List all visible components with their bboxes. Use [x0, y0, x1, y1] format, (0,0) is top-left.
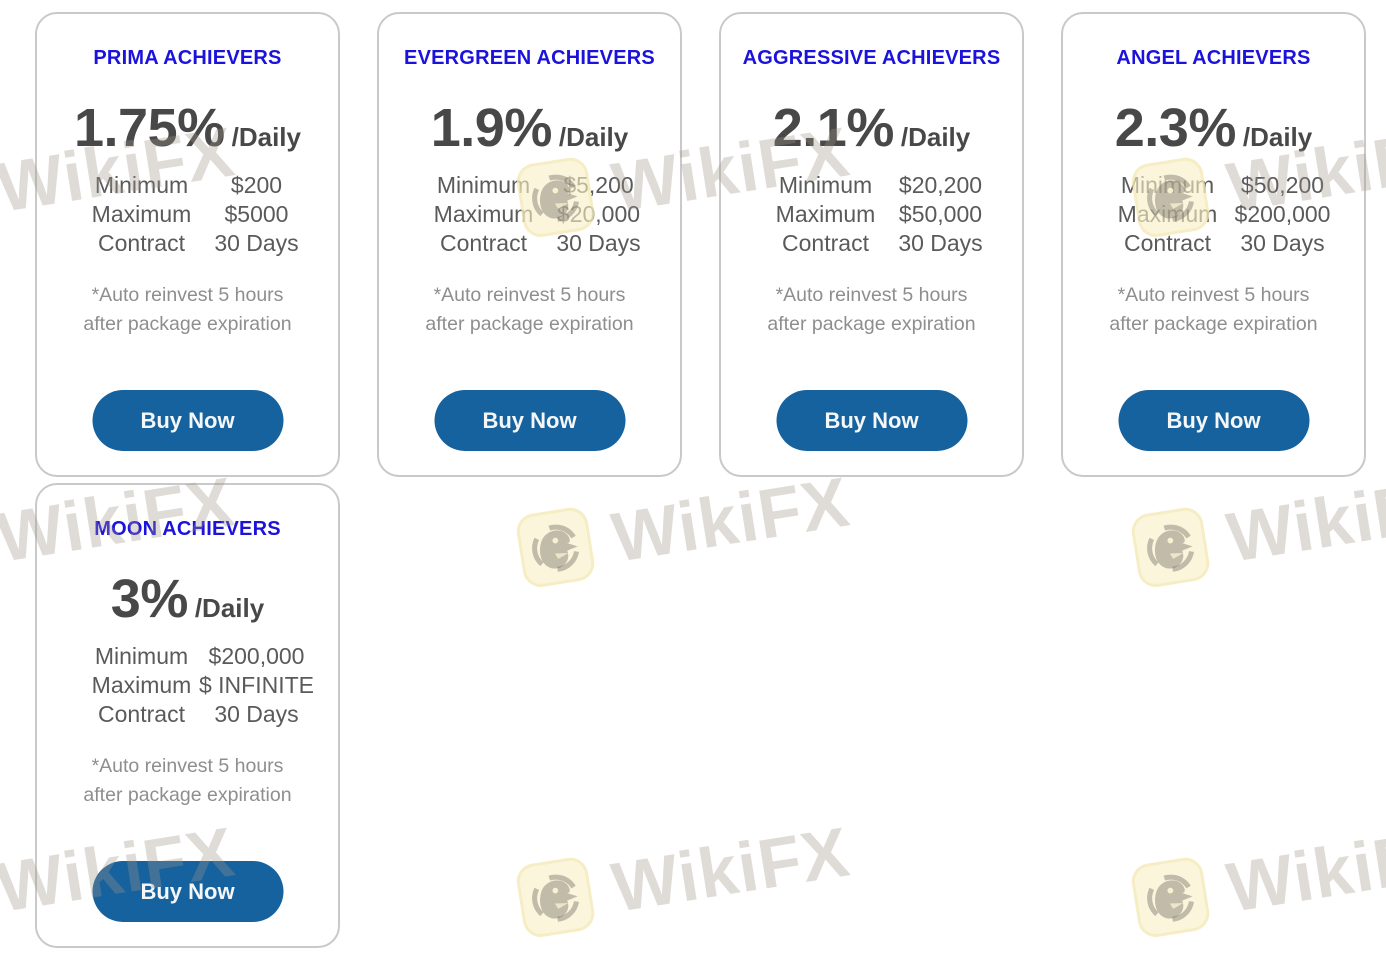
card-title: MOON ACHIEVERS	[94, 518, 281, 540]
spec-value-maximum: $50,000	[898, 201, 983, 227]
auto-reinvest-note: *Auto reinvest 5 hours after package exp…	[721, 281, 1022, 339]
auto-reinvest-note: *Auto reinvest 5 hours after package exp…	[379, 281, 680, 339]
note-line-2: after package expiration	[1109, 313, 1318, 335]
pricing-card-aggressive-achievers: AGGRESSIVE ACHIEVERS 2.1% /Daily Minimum…	[719, 12, 1024, 477]
rate-period: /Daily	[1242, 122, 1313, 152]
pricing-card-prima-achievers: PRIMA ACHIEVERS 1.75% /Daily Minimum $20…	[35, 12, 340, 477]
spec-value-maximum: $20,000	[556, 201, 641, 227]
pricing-card-moon-achievers: MOON ACHIEVERS 3% /Daily Minimum $200,00…	[35, 483, 340, 948]
note-line-2: after package expiration	[425, 313, 634, 335]
spec-label-maximum: Maximum	[433, 201, 534, 227]
spec-label-maximum: Maximum	[1117, 201, 1218, 227]
buy-now-button[interactable]: Buy Now	[776, 390, 967, 451]
spec-table: Minimum $200,000 Maximum $ INFINITE Cont…	[89, 642, 338, 729]
card-title: ANGEL ACHIEVERS	[1116, 47, 1311, 69]
note-line-1: *Auto reinvest 5 hours	[91, 755, 284, 777]
auto-reinvest-note: *Auto reinvest 5 hours after package exp…	[1063, 281, 1364, 339]
pricing-card-evergreen-achievers: EVERGREEN ACHIEVERS 1.9% /Daily Minimum …	[377, 12, 682, 477]
card-title: EVERGREEN ACHIEVERS	[404, 47, 655, 69]
spec-value-contract: 30 Days	[898, 230, 983, 256]
daily-rate-row: 1.9% /Daily	[379, 99, 680, 157]
spec-value-maximum: $5000	[224, 201, 289, 227]
spec-label-contract: Contract	[98, 701, 185, 727]
note-line-2: after package expiration	[83, 313, 292, 335]
spec-label-contract: Contract	[1124, 230, 1211, 256]
spec-label-contract: Contract	[782, 230, 869, 256]
spec-label-minimum: Minimum	[1120, 172, 1215, 198]
daily-rate-row: 2.1% /Daily	[721, 99, 1022, 157]
spec-label-minimum: Minimum	[778, 172, 873, 198]
daily-rate-row: 1.75% /Daily	[37, 99, 338, 157]
spec-value-minimum: $20,200	[898, 172, 983, 198]
note-line-2: after package expiration	[767, 313, 976, 335]
buy-now-button[interactable]: Buy Now	[1118, 390, 1309, 451]
note-line-2: after package expiration	[83, 784, 292, 806]
daily-rate: 2.3%	[1114, 98, 1237, 158]
spec-table: Minimum $20,200 Maximum $50,000 Contract…	[773, 171, 1022, 258]
auto-reinvest-note: *Auto reinvest 5 hours after package exp…	[37, 281, 338, 339]
daily-rate: 1.75%	[74, 98, 225, 158]
note-line-1: *Auto reinvest 5 hours	[91, 284, 284, 306]
spec-value-contract: 30 Days	[556, 230, 641, 256]
spec-label-minimum: Minimum	[436, 172, 531, 198]
spec-label-minimum: Minimum	[94, 643, 189, 669]
spec-label-contract: Contract	[440, 230, 527, 256]
spec-table: Minimum $5,200 Maximum $20,000 Contract …	[431, 171, 680, 258]
spec-label-maximum: Maximum	[91, 672, 192, 698]
spec-value-contract: 30 Days	[1240, 230, 1325, 256]
spec-table: Minimum $200 Maximum $5000 Contract 30 D…	[89, 171, 338, 258]
spec-label-maximum: Maximum	[775, 201, 876, 227]
rate-period: /Daily	[558, 122, 629, 152]
rate-period: /Daily	[231, 122, 301, 152]
spec-label-minimum: Minimum	[94, 172, 189, 198]
rate-period: /Daily	[900, 122, 971, 152]
spec-value-minimum: $200,000	[208, 643, 305, 669]
buy-now-button[interactable]: Buy Now	[434, 390, 625, 451]
spec-value-minimum: $5,200	[563, 172, 634, 198]
spec-value-contract: 30 Days	[214, 701, 299, 727]
spec-label-maximum: Maximum	[91, 201, 192, 227]
note-line-1: *Auto reinvest 5 hours	[433, 284, 626, 306]
note-line-1: *Auto reinvest 5 hours	[775, 284, 968, 306]
note-line-1: *Auto reinvest 5 hours	[1117, 284, 1310, 306]
spec-value-maximum: $ INFINITE	[198, 672, 314, 698]
card-title: PRIMA ACHIEVERS	[93, 47, 282, 69]
pricing-card-angel-achievers: ANGEL ACHIEVERS 2.3% /Daily Minimum $50,…	[1061, 12, 1366, 477]
rate-period: /Daily	[194, 593, 265, 623]
buy-now-button[interactable]: Buy Now	[92, 390, 283, 451]
card-title: AGGRESSIVE ACHIEVERS	[742, 47, 1001, 69]
daily-rate: 3%	[110, 569, 189, 629]
daily-rate: 2.1%	[772, 98, 895, 158]
spec-table: Minimum $50,200 Maximum $200,000 Contrac…	[1115, 171, 1364, 258]
daily-rate-row: 3% /Daily	[37, 570, 338, 628]
daily-rate: 1.9%	[430, 98, 553, 158]
spec-value-maximum: $200,000	[1234, 201, 1331, 227]
buy-now-button[interactable]: Buy Now	[92, 861, 283, 922]
auto-reinvest-note: *Auto reinvest 5 hours after package exp…	[37, 752, 338, 810]
daily-rate-row: 2.3% /Daily	[1063, 99, 1364, 157]
spec-value-contract: 30 Days	[214, 230, 299, 256]
spec-value-minimum: $50,200	[1240, 172, 1325, 198]
spec-value-minimum: $200	[230, 172, 283, 198]
pricing-cards-grid: PRIMA ACHIEVERS 1.75% /Daily Minimum $20…	[35, 12, 1366, 948]
spec-label-contract: Contract	[98, 230, 185, 256]
